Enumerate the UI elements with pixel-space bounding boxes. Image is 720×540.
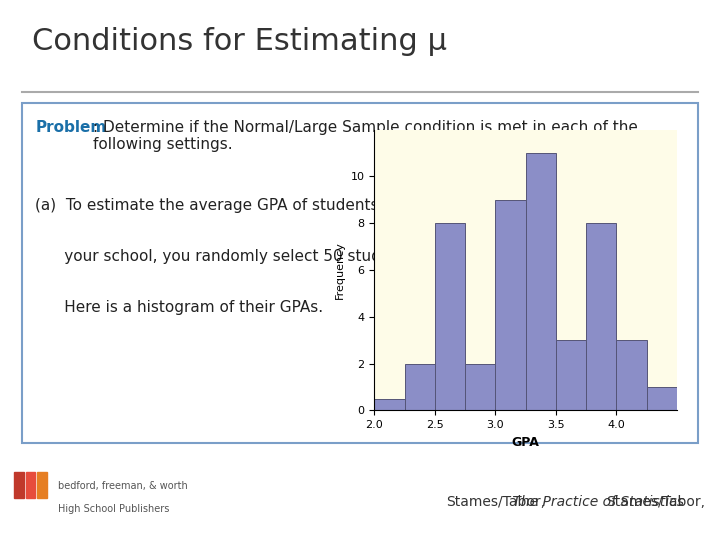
Y-axis label: Frequency: Frequency	[335, 241, 345, 299]
Text: : Determine if the Normal/Large Sample condition is met in each of the
following: : Determine if the Normal/Large Sample c…	[93, 119, 637, 152]
Bar	[465, 363, 495, 410]
FancyBboxPatch shape	[22, 103, 698, 443]
Bar	[556, 340, 586, 410]
Bar	[14, 472, 24, 498]
Bar	[647, 387, 677, 410]
Text: Stames/Tabor,: Stames/Tabor,	[446, 495, 546, 509]
X-axis label: GPA: GPA	[512, 436, 539, 449]
Bar	[26, 472, 35, 498]
Text: The Practice of Statistics: The Practice of Statistics	[508, 495, 683, 509]
Text: bedford, freeman, & worth: bedford, freeman, & worth	[58, 481, 187, 491]
Bar	[374, 399, 405, 410]
Text: Here is a histogram of their GPAs.: Here is a histogram of their GPAs.	[35, 300, 323, 315]
Bar	[37, 472, 47, 498]
Bar	[526, 153, 556, 410]
Text: Stames/Tabor,: Stames/Tabor,	[606, 495, 706, 509]
Bar	[616, 340, 647, 410]
Bar	[405, 363, 435, 410]
Text: Problem: Problem	[35, 119, 107, 134]
Bar	[586, 223, 616, 410]
Text: your school, you randomly select 50 students.: your school, you randomly select 50 stud…	[35, 249, 419, 264]
Bar	[495, 200, 526, 410]
Bar	[435, 223, 465, 410]
Text: High School Publishers: High School Publishers	[58, 503, 169, 514]
Text: Conditions for Estimating μ: Conditions for Estimating μ	[32, 27, 447, 56]
Text: (a)  To estimate the average GPA of students at: (a) To estimate the average GPA of stude…	[35, 198, 399, 213]
